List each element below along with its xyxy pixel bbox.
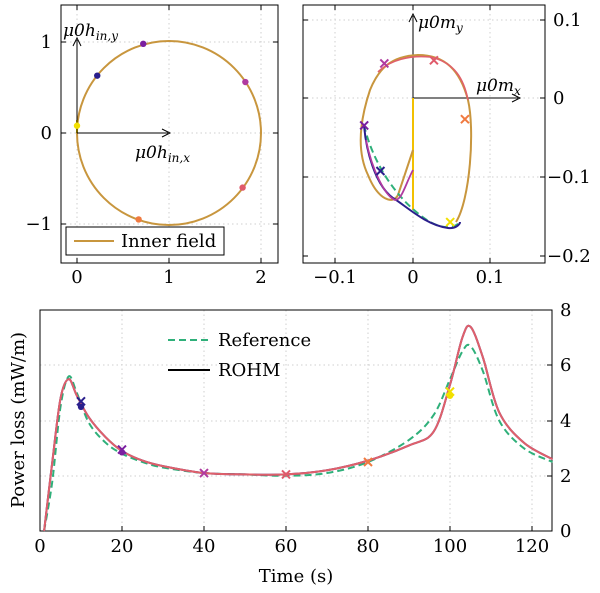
tl-ytick-1: 1	[41, 32, 52, 53]
tr-ticks	[303, 5, 545, 263]
b-xtick-40: 40	[193, 536, 216, 557]
tr-ytick-m01: −0.1	[547, 167, 591, 188]
b-legend: Reference ROHM	[168, 330, 311, 381]
b-ytick-2: 2	[560, 466, 571, 487]
b-marker-6	[363, 457, 373, 467]
b-xtick-100: 100	[433, 536, 467, 557]
tr-y-arrow-label: μ0my	[418, 13, 463, 35]
tr-marker-3	[359, 120, 369, 131]
tl-ytick-m1: −1	[25, 214, 52, 235]
b-xlabel: Time (s)	[259, 566, 334, 587]
b-xtick-60: 60	[275, 536, 298, 557]
tl-xtick-1: 1	[163, 267, 174, 288]
tl-legend: Inner field	[65, 226, 225, 256]
tl-ticks	[61, 5, 278, 263]
tr-marker-2	[460, 114, 470, 124]
b-legend-rohm-label: ROHM	[218, 360, 280, 381]
b-marker-5	[281, 469, 291, 480]
b-rohm-curve	[43, 324, 553, 532]
tr-xtick-0: 0	[407, 267, 418, 288]
b-ytick-8: 8	[560, 300, 571, 321]
b-marker-0	[76, 396, 86, 406]
b-marker-3	[118, 449, 126, 456]
tl-marker-1	[94, 72, 101, 79]
panel-magnetization: −0.1 0 0.1 0.1 0 −0.1 −0.2 μ0my μ0mx	[302, 4, 591, 288]
b-marker-4	[199, 468, 209, 478]
tr-x-arrowhead	[511, 93, 522, 103]
tr-marker-0	[379, 58, 390, 69]
tr-marker-5	[445, 217, 455, 227]
b-ylabel: Power loss (mW/m)	[8, 332, 29, 508]
tr-ytick-m02: −0.2	[547, 246, 591, 267]
tr-reference-curve	[363, 124, 461, 229]
b-ticks	[121, 364, 552, 531]
tl-y-arrowhead	[72, 36, 82, 47]
tr-loop-pink	[377, 55, 469, 101]
b-ytick-6: 6	[560, 355, 571, 376]
tl-marker-4	[239, 184, 246, 191]
b-ytick-0: 0	[560, 521, 571, 542]
tl-ytick-0: 0	[41, 123, 52, 144]
b-xtick-20: 20	[111, 536, 134, 557]
tl-marker-0	[73, 122, 81, 129]
b-xtick-80: 80	[357, 536, 380, 557]
tr-loop-upper	[359, 53, 473, 223]
tr-markers	[359, 55, 470, 227]
b-markers	[76, 386, 455, 480]
tr-ytick-01: 0.1	[553, 10, 582, 31]
panel-power-loss: 0 20 40 60 80 100 120 0 2 4 6 8 Time (s)…	[8, 300, 571, 587]
tr-x-arrow-label: μ0mx	[476, 76, 521, 98]
b-legend-ref-label: Reference	[218, 330, 311, 351]
tr-grid	[303, 5, 545, 263]
tl-x-arrowhead	[161, 128, 172, 138]
tl-xtick-0: 0	[71, 267, 82, 288]
tr-marker-1	[429, 55, 439, 66]
tr-loop-purple	[365, 139, 414, 201]
b-xtick-0: 0	[34, 536, 45, 557]
b-marker-1	[77, 403, 85, 410]
tl-xtick-2: 2	[255, 267, 266, 288]
tl-marker-5	[135, 216, 142, 223]
tl-x-arrow-label: μ0hin,x	[135, 143, 190, 165]
tl-markers	[73, 40, 249, 223]
b-reference-curve	[43, 343, 553, 532]
tl-y-arrow-label: μ0hin,y	[63, 21, 118, 43]
tr-xtick-01: 0.1	[476, 267, 505, 288]
panel-inner-field: 0 1 2 1 0 −1 μ0hin,y μ0hin,x Inner field	[25, 4, 279, 288]
b-marker-8	[446, 392, 454, 399]
tl-marker-2	[140, 40, 147, 48]
tr-ytick-0: 0	[553, 88, 564, 109]
tr-y-arrowhead	[408, 12, 418, 23]
tr-marker-4	[375, 166, 386, 176]
tr-xtick-m01: −0.1	[313, 267, 357, 288]
b-xtick-120: 120	[515, 536, 549, 557]
tl-marker-3	[242, 78, 249, 86]
tl-legend-label: Inner field	[121, 231, 216, 252]
b-ytick-4: 4	[560, 411, 571, 432]
b-rohm-dark-curve	[43, 324, 553, 532]
tr-frame	[302, 4, 546, 264]
